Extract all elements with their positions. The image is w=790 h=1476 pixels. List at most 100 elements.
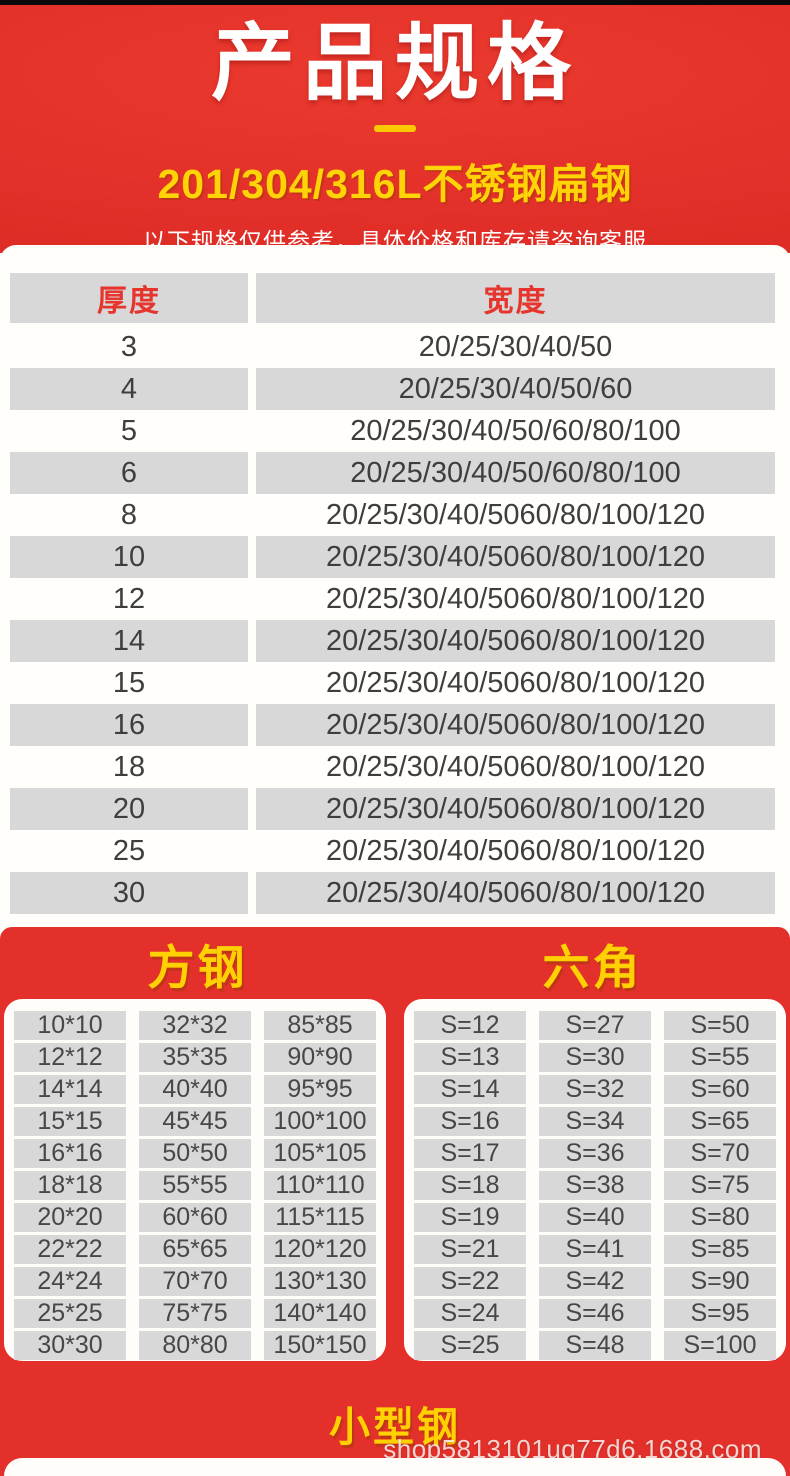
- square-steel-cell: 55*55: [139, 1171, 251, 1200]
- hexagon-steel-cell: S=50: [664, 1011, 776, 1040]
- square-steel-cell: 130*130: [264, 1267, 376, 1296]
- hexagon-steel-cell: S=25: [414, 1331, 526, 1360]
- hexagon-steel-cell: S=70: [664, 1139, 776, 1168]
- spec-table-row: 6 20/25/30/40/50/60/80/100: [10, 452, 775, 494]
- spec-table-panel: 厚度 宽度 3 20/25/30/40/50 4 20/25/30/40/50/60 5…: [0, 245, 790, 927]
- hexagon-steel-cell: S=85: [664, 1235, 776, 1264]
- width-cell: 20/25/30/40/50/60/80/100: [350, 414, 681, 447]
- square-steel-grid: 10*10 32*32 85*85 12*12 35*35 90*90 14*14 40*40…: [14, 1011, 376, 1360]
- width-cell: 20/25/30/40/5060/80/100/120: [256, 788, 775, 830]
- square-steel-cell: 150*150: [264, 1331, 376, 1360]
- width-cell: 20/25/30/40/50/60: [256, 368, 775, 410]
- hexagon-steel-cell: S=17: [414, 1139, 526, 1168]
- thickness-cell: 3: [120, 330, 138, 363]
- hexagon-steel-cell: S=19: [414, 1203, 526, 1232]
- spec-table-row: 12 20/25/30/40/5060/80/100/120: [10, 578, 775, 620]
- thickness-column-header: 厚度: [10, 273, 248, 323]
- square-steel-cell: 35*35: [139, 1043, 251, 1072]
- square-steel-cell: 16*16: [14, 1139, 126, 1168]
- next-section-panel-top: [4, 1458, 786, 1476]
- width-cell: 20/25/30/40/5060/80/100/120: [256, 620, 775, 662]
- spec-table-row: 18 20/25/30/40/5060/80/100/120: [10, 746, 775, 788]
- thickness-cell: 10: [10, 536, 248, 578]
- hexagon-steel-cell: S=42: [539, 1267, 651, 1296]
- thickness-cell: 14: [10, 620, 248, 662]
- square-steel-cell: 110*110: [264, 1171, 376, 1200]
- hexagon-steel-cell: S=32: [539, 1075, 651, 1104]
- width-column-header: 宽度: [256, 273, 775, 323]
- thickness-cell: 20: [10, 788, 248, 830]
- divider-dash: [374, 125, 416, 132]
- spec-table-body: 3 20/25/30/40/50 4 20/25/30/40/50/60 5 20/25/…: [10, 326, 775, 914]
- thickness-cell: 18: [112, 750, 146, 783]
- square-steel-cell: 30*30: [14, 1331, 126, 1360]
- page-title: 产品规格: [210, 16, 579, 110]
- thickness-cell: 12: [112, 582, 146, 615]
- thickness-cell: 30: [10, 872, 248, 914]
- spec-table-row: 15 20/25/30/40/5060/80/100/120: [10, 662, 775, 704]
- width-cell: 20/25/30/40/5060/80/100/120: [326, 582, 705, 615]
- spec-table-row: 30 20/25/30/40/5060/80/100/120: [10, 872, 775, 914]
- thickness-cell: 16: [10, 704, 248, 746]
- square-steel-cell: 22*22: [14, 1235, 126, 1264]
- square-steel-title: 方钢: [147, 940, 248, 994]
- hexagon-steel-cell: S=65: [664, 1107, 776, 1136]
- hexagon-steel-cell: S=13: [414, 1043, 526, 1072]
- width-cell: 20/25/30/40/5060/80/100/120: [326, 750, 705, 783]
- hexagon-steel-cell: S=75: [664, 1171, 776, 1200]
- hexagon-steel-cell: S=16: [414, 1107, 526, 1136]
- hexagon-steel-cell: S=95: [664, 1299, 776, 1328]
- square-steel-cell: 140*140: [264, 1299, 376, 1328]
- hexagon-steel-cell: S=22: [414, 1267, 526, 1296]
- thickness-cell: 6: [10, 452, 248, 494]
- hexagon-steel-cell: S=14: [414, 1075, 526, 1104]
- spec-table-header: 厚度 宽度: [10, 273, 775, 323]
- square-steel-cell: 90*90: [264, 1043, 376, 1072]
- hexagon-steel-cell: S=30: [539, 1043, 651, 1072]
- spec-table-row: 3 20/25/30/40/50: [10, 326, 775, 368]
- hexagon-steel-cell: S=12: [414, 1011, 526, 1040]
- hexagon-steel-cell: S=41: [539, 1235, 651, 1264]
- width-cell: 20/25/30/40/5060/80/100/120: [256, 704, 775, 746]
- square-steel-cell: 15*15: [14, 1107, 126, 1136]
- thickness-cell: 15: [112, 666, 146, 699]
- hexagon-steel-cell: S=90: [664, 1267, 776, 1296]
- spec-table-row: 8 20/25/30/40/5060/80/100/120: [10, 494, 775, 536]
- spec-table-row: 4 20/25/30/40/50/60: [10, 368, 775, 410]
- width-cell: 20/25/30/40/50/60/80/100: [256, 452, 775, 494]
- bottom-red-section: 方钢 六角 10*10 32*32 85*85 12*12 35*35 90*90 14*1…: [0, 927, 790, 1476]
- hexagon-steel-cell: S=36: [539, 1139, 651, 1168]
- hexagon-steel-cell: S=18: [414, 1171, 526, 1200]
- hexagon-steel-grid: S=12 S=27 S=50 S=13 S=30 S=55 S=14 S=32 S=60 S=16…: [414, 1011, 776, 1360]
- hexagon-steel-cell: S=40: [539, 1203, 651, 1232]
- hexagon-steel-cell: S=100: [664, 1331, 776, 1360]
- square-steel-cell: 12*12: [14, 1043, 126, 1072]
- top-black-bar: [0, 0, 790, 5]
- square-steel-cell: 65*65: [139, 1235, 251, 1264]
- small-steel-title: 小型钢: [329, 1404, 461, 1450]
- square-steel-cell: 85*85: [264, 1011, 376, 1040]
- width-cell: 20/25/30/40/5060/80/100/120: [256, 536, 775, 578]
- hero-header: 产品规格 201/304/316L不锈钢扁钢 以下规格仅供参考，具体价格和库存请…: [0, 5, 790, 254]
- spec-table-row: 20 20/25/30/40/5060/80/100/120: [10, 788, 775, 830]
- product-subtitle: 201/304/316L不锈钢扁钢: [157, 161, 633, 207]
- hexagon-steel-cell: S=24: [414, 1299, 526, 1328]
- spec-table-row: 10 20/25/30/40/5060/80/100/120: [10, 536, 775, 578]
- hexagon-steel-cell: S=60: [664, 1075, 776, 1104]
- square-steel-cell: 100*100: [264, 1107, 376, 1136]
- square-steel-cell: 75*75: [139, 1299, 251, 1328]
- square-steel-cell: 14*14: [14, 1075, 126, 1104]
- width-cell: 20/25/30/40/5060/80/100/120: [326, 666, 705, 699]
- hexagon-steel-title: 六角: [542, 940, 643, 994]
- spec-table-row: 14 20/25/30/40/5060/80/100/120: [10, 620, 775, 662]
- hexagon-steel-cell: S=34: [539, 1107, 651, 1136]
- square-steel-cell: 25*25: [14, 1299, 126, 1328]
- square-steel-cell: 70*70: [139, 1267, 251, 1296]
- square-steel-cell: 20*20: [14, 1203, 126, 1232]
- square-steel-cell: 50*50: [139, 1139, 251, 1168]
- square-steel-cell: 80*80: [139, 1331, 251, 1360]
- spec-table-row: 25 20/25/30/40/5060/80/100/120: [10, 830, 775, 872]
- thickness-cell: 4: [10, 368, 248, 410]
- width-cell: 20/25/30/40/50: [418, 330, 613, 363]
- spec-table-row: 5 20/25/30/40/50/60/80/100: [10, 410, 775, 452]
